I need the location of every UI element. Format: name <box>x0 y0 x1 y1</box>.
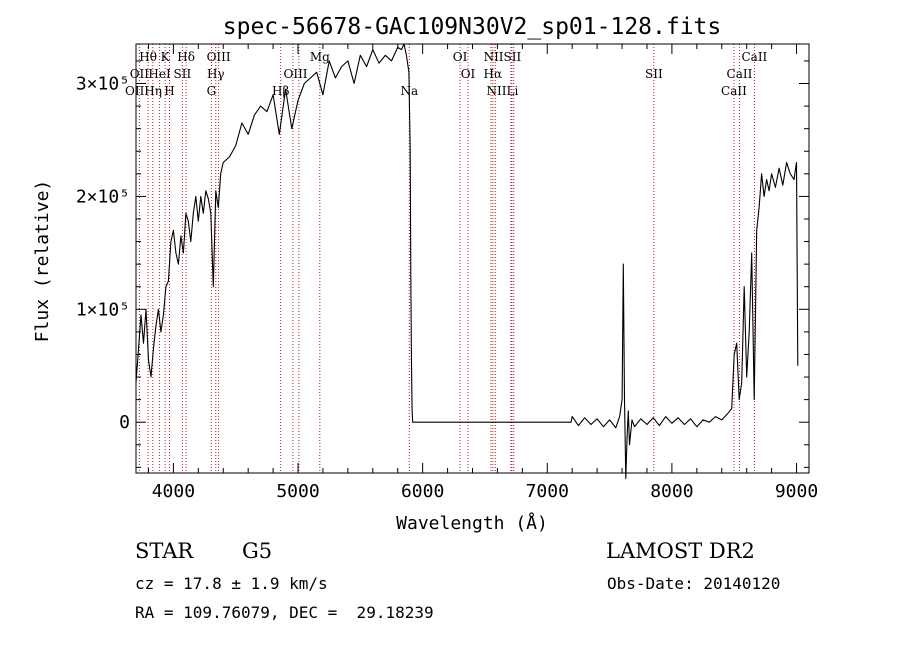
line-label: CaII <box>727 67 753 81</box>
line-label: OIII <box>283 67 307 81</box>
y-tick-label: 1×10⁵ <box>76 299 130 320</box>
line-label: OI <box>453 50 468 64</box>
x-tick-label: 4000 <box>152 481 195 502</box>
object-subclass: G5 <box>242 539 273 563</box>
spectrum-line <box>135 43 799 480</box>
x-tick-label: 5000 <box>276 481 319 502</box>
redshift-velocity: cz = 17.8 ± 1.9 km/s <box>135 574 328 593</box>
y-axis: 0 1×10⁵ 2×10⁵ 3×10⁵ <box>76 60 809 468</box>
spectrum-series <box>135 43 799 480</box>
observation-date: Obs-Date: 20140120 <box>607 574 781 593</box>
line-label: Hδ <box>177 50 195 64</box>
object-class: STAR <box>135 539 194 563</box>
line-label: K <box>161 50 171 64</box>
line-label: SII <box>174 67 192 81</box>
line-label: OIII <box>207 50 231 64</box>
line-label: CaII <box>741 50 767 64</box>
line-label: OIIHη <box>125 84 162 98</box>
line-label: SII <box>645 67 663 81</box>
x-tick-label: 8000 <box>650 481 693 502</box>
line-label: G <box>207 84 217 98</box>
line-label: OI <box>461 67 476 81</box>
y-tick-label: 2×10⁵ <box>76 186 130 207</box>
y-axis-label: Flux (relative) <box>32 180 53 343</box>
chart-title: spec-56678-GAC109N30V2_sp01-128.fits <box>223 14 722 40</box>
line-label: H <box>164 84 174 98</box>
line-label: OII <box>130 67 150 81</box>
x-axis-label: Wavelength (Å) <box>396 512 548 534</box>
line-label: CaII <box>721 84 747 98</box>
line-label: Hα <box>484 67 503 81</box>
x-tick-label: 7000 <box>526 481 569 502</box>
line-label: Hθ <box>139 50 157 64</box>
line-label: Mg <box>310 50 330 64</box>
plot-frame <box>135 43 810 474</box>
line-label: NIISII <box>484 50 522 64</box>
line-label: HeI <box>148 67 171 81</box>
coordinates: RA = 109.76079, DEC = 29.18239 <box>135 603 434 622</box>
emission-line-markers <box>138 44 755 473</box>
line-label: Hγ <box>207 67 225 81</box>
x-tick-label: 6000 <box>401 481 444 502</box>
survey-name: LAMOST DR2 <box>606 539 755 563</box>
x-tick-label: 9000 <box>775 481 818 502</box>
y-tick-label: 3×10⁵ <box>76 74 130 95</box>
y-tick-label: 0 <box>119 412 130 433</box>
x-axis: 4000 5000 6000 7000 8000 9000 <box>147 44 818 502</box>
line-label: NIILi <box>487 84 519 98</box>
